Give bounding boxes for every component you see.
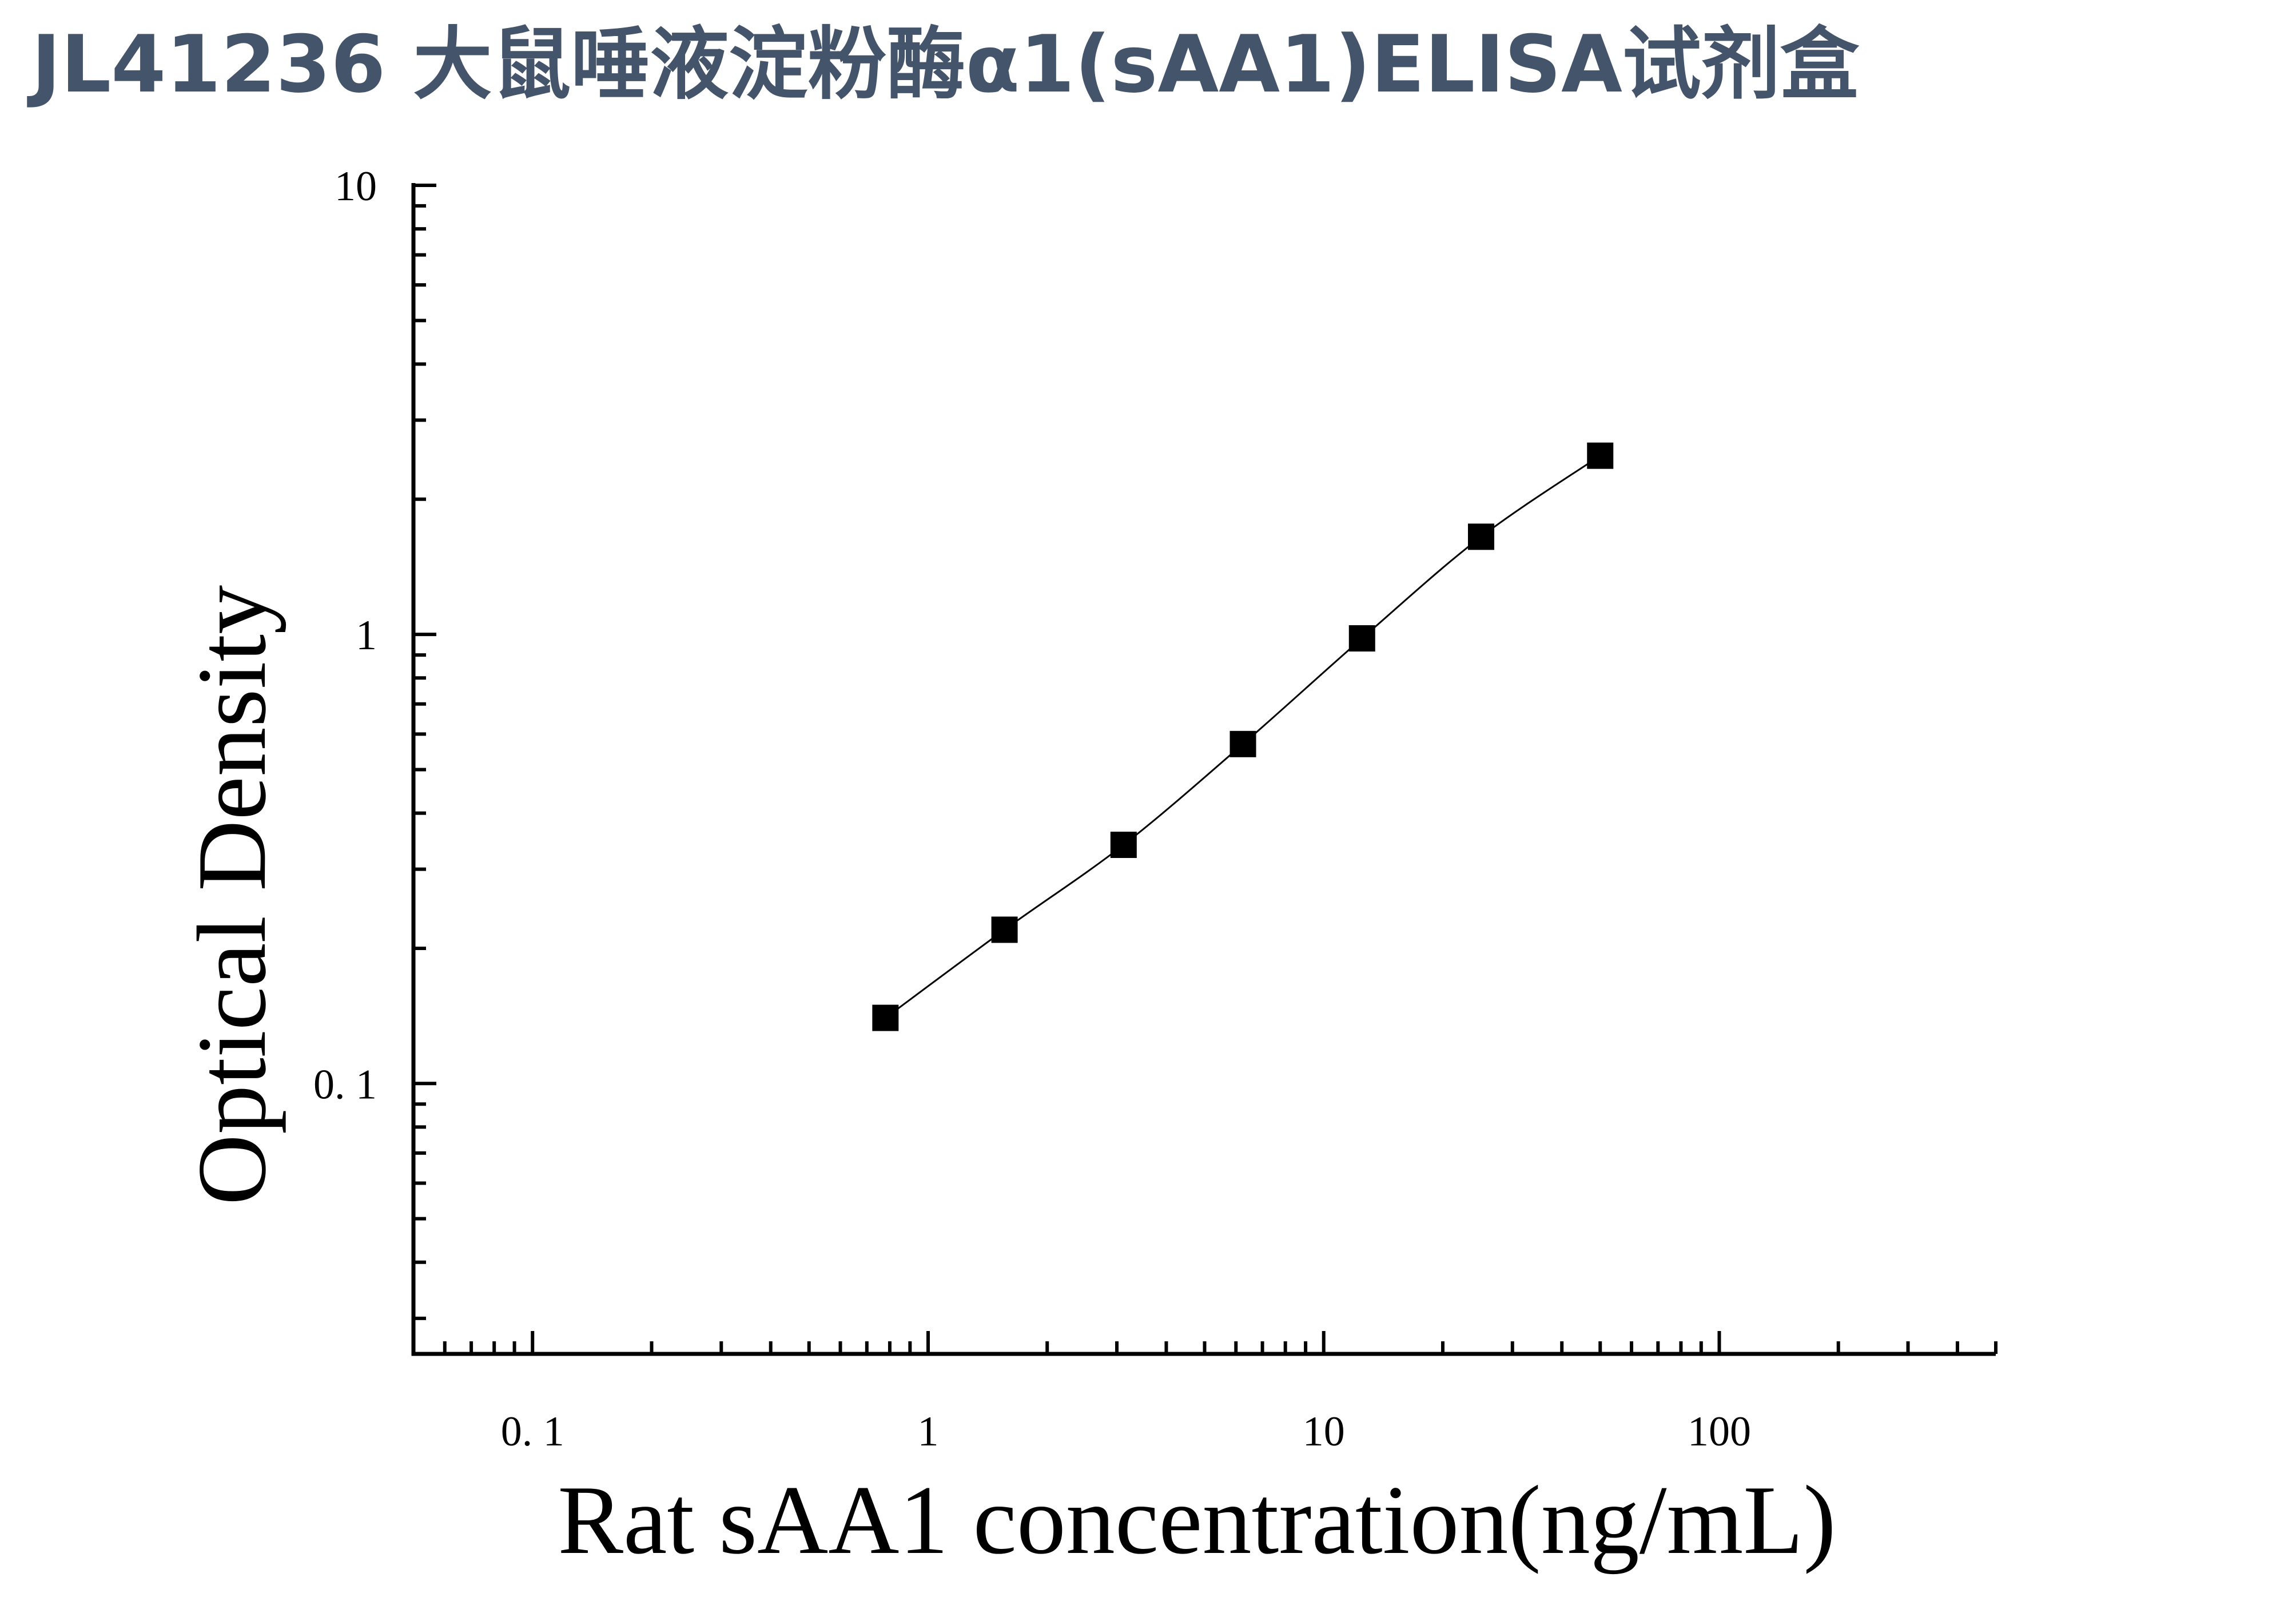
data-point xyxy=(1348,625,1375,652)
x-tick-label: 10 xyxy=(1303,1408,1345,1455)
x-tick-label: 0. 1 xyxy=(501,1408,564,1455)
x-axis-label: Rat sAA1 concentration(ng/mL) xyxy=(558,1466,1836,1575)
x-tick-label: 100 xyxy=(1688,1408,1751,1455)
data-point xyxy=(1587,442,1614,469)
y-tick-label: 0. 1 xyxy=(313,1061,377,1108)
data-point xyxy=(872,1004,899,1031)
page-title: JL41236 大鼠唾液淀粉酶α1(sAA1)ELISA试剂盒 xyxy=(31,18,1859,110)
y-tick-label: 10 xyxy=(335,163,377,210)
data-point xyxy=(1468,523,1495,550)
y-tick-label: 1 xyxy=(356,612,377,659)
data-point xyxy=(1110,832,1137,859)
y-axis-label: Optical Density xyxy=(178,585,286,1205)
x-tick-label: 1 xyxy=(917,1408,938,1455)
data-points xyxy=(872,442,1614,1031)
data-point xyxy=(991,916,1018,943)
axes: 0. 1 1 10 100 0. 1 1 10 xyxy=(313,163,1997,1455)
data-point xyxy=(1229,730,1256,757)
